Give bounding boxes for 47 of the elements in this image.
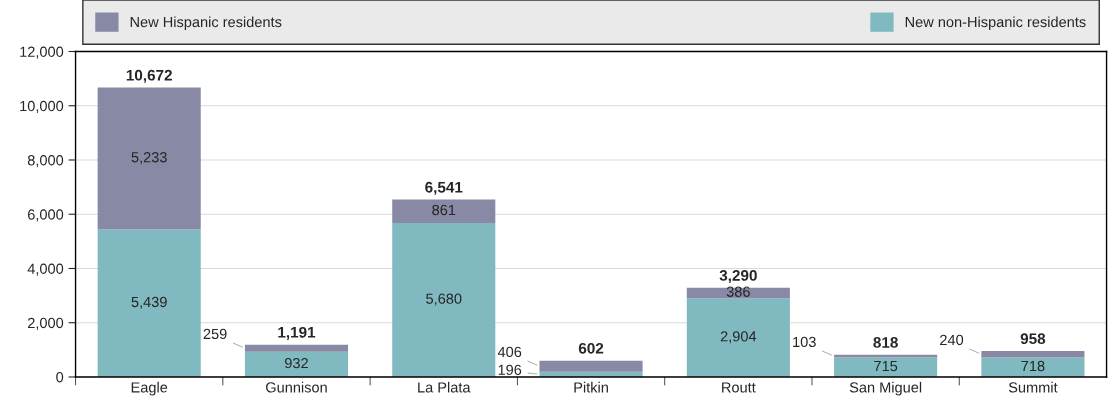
total-label: 10,672 [126, 69, 172, 83]
data-label: 2,904 [720, 331, 757, 344]
data-label: 5,439 [131, 296, 167, 309]
data-label: 5,233 [131, 152, 167, 165]
data-label: 259 [203, 328, 227, 340]
x-tick-label: Summit [1008, 381, 1058, 393]
data-label: 715 [874, 361, 898, 372]
x-tick-label: Eagle [131, 381, 168, 396]
x-tick-label: San Miguel [849, 381, 922, 396]
data-label: 5,680 [426, 293, 462, 306]
data-label: 406 [497, 346, 522, 358]
x-tick-label: La Plata [418, 381, 471, 393]
bar [97, 229, 201, 377]
data-label: 240 [940, 334, 964, 346]
y-tick-label: 12,000 [20, 46, 64, 59]
data-label: 861 [432, 204, 456, 216]
x-tick-label: Routt [722, 382, 756, 393]
data-label: 932 [285, 357, 308, 369]
y-tick-label: 0 [56, 372, 64, 383]
y-tick-label: 6,000 [27, 209, 64, 222]
bar [244, 351, 349, 377]
x-tick-label: Pitkin [574, 381, 608, 393]
total-label: 1,191 [278, 326, 316, 340]
total-label: 602 [578, 342, 604, 354]
total-label: 818 [873, 337, 898, 348]
bar [392, 222, 496, 377]
bar [686, 298, 790, 377]
y-tick-label: 10,000 [20, 100, 64, 113]
y-tick-label: 4,000 [27, 263, 64, 276]
y-tick-label: 8,000 [27, 155, 64, 168]
bar [244, 344, 349, 352]
bar [392, 199, 496, 223]
data-label: 386 [726, 286, 750, 297]
data-label: 196 [498, 364, 522, 375]
data-label: 718 [1021, 360, 1045, 372]
total-label: 958 [1020, 333, 1046, 345]
total-label: 6,541 [425, 181, 463, 195]
bar [981, 351, 1085, 358]
legend-label: New Hispanic residents [130, 16, 282, 31]
data-label: 103 [793, 336, 816, 348]
total-label: 3,290 [719, 270, 757, 284]
bar [97, 87, 201, 230]
x-tick-label: Gunnison [266, 381, 327, 393]
legend-label: New non-Hispanic residents [905, 16, 1086, 31]
bar [539, 360, 643, 372]
bar [834, 354, 938, 358]
y-tick-label: 2,000 [27, 317, 64, 330]
